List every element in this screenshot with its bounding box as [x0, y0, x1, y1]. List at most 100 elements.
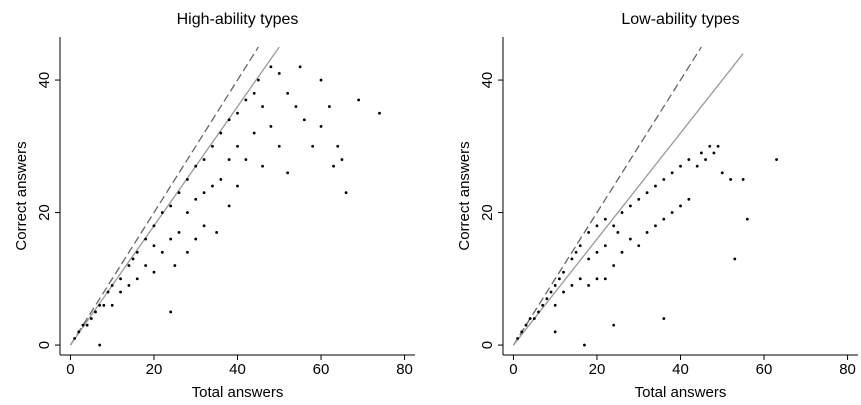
point: [252, 91, 256, 95]
point: [219, 131, 223, 135]
point: [357, 98, 361, 102]
point: [628, 204, 632, 208]
point: [85, 323, 89, 327]
point: [603, 217, 607, 221]
point: [662, 317, 666, 320]
point: [185, 178, 189, 181]
x-tick-label: 20: [589, 361, 606, 378]
point: [327, 105, 331, 108]
point: [620, 250, 624, 254]
point: [73, 337, 77, 340]
point: [152, 270, 156, 274]
y-tick-label: 20: [479, 204, 496, 221]
point: [541, 303, 545, 307]
point: [775, 158, 778, 161]
point: [173, 264, 177, 267]
point: [169, 204, 173, 208]
point: [595, 250, 599, 254]
point: [185, 250, 189, 254]
point: [152, 244, 156, 248]
point: [94, 310, 97, 314]
point: [524, 323, 528, 327]
point: [135, 277, 139, 281]
point: [106, 290, 110, 294]
y-axis-label: Correct answers: [13, 141, 30, 250]
point: [81, 323, 85, 327]
point: [169, 310, 173, 314]
point: [202, 158, 206, 161]
point: [332, 164, 335, 168]
point: [733, 257, 737, 261]
point: [202, 224, 206, 228]
point: [662, 217, 666, 221]
point: [620, 211, 624, 214]
x-tick-label: 40: [229, 361, 246, 378]
point: [745, 217, 749, 221]
point: [687, 158, 691, 161]
point: [654, 184, 657, 188]
y-axis-label: Correct answers: [456, 141, 473, 250]
point: [741, 178, 745, 181]
point: [144, 264, 148, 267]
point: [131, 257, 135, 261]
point: [160, 211, 164, 214]
x-tick-label: 0: [509, 361, 517, 378]
point: [89, 317, 93, 320]
point: [570, 284, 574, 287]
point: [302, 118, 306, 122]
point: [236, 144, 239, 148]
point: [587, 257, 591, 261]
point: [277, 72, 281, 75]
point: [211, 144, 214, 148]
point: [98, 343, 102, 347]
point: [252, 131, 256, 135]
point: [574, 250, 578, 254]
point: [520, 330, 524, 334]
x-axis-label: Total answers: [635, 384, 727, 401]
point: [336, 144, 340, 148]
point: [227, 158, 231, 161]
point: [603, 244, 607, 248]
point: [595, 224, 599, 228]
point: [185, 211, 189, 214]
point: [679, 164, 682, 168]
point: [645, 191, 649, 195]
point: [545, 297, 549, 301]
point: [215, 231, 219, 234]
point: [637, 244, 641, 248]
point: [516, 337, 520, 340]
point: [557, 277, 561, 281]
point: [311, 144, 315, 148]
point: [194, 164, 198, 168]
point: [603, 277, 607, 281]
point: [699, 151, 703, 155]
point: [570, 257, 574, 261]
point: [152, 224, 156, 228]
point: [637, 197, 641, 201]
point: [378, 111, 381, 115]
reference-line: [69, 46, 280, 346]
x-axis-label: Total answers: [192, 384, 284, 401]
point: [144, 237, 148, 241]
point: [612, 224, 616, 228]
point: [319, 78, 323, 82]
point: [729, 178, 733, 181]
x-tick-label: 40: [672, 361, 689, 378]
point: [261, 164, 264, 168]
point: [194, 197, 198, 201]
point: [269, 125, 273, 128]
point: [177, 231, 181, 234]
point: [712, 151, 716, 155]
x-tick-label: 80: [396, 361, 413, 378]
point: [578, 244, 582, 248]
point: [670, 171, 674, 175]
point: [256, 78, 260, 82]
point: [177, 191, 181, 195]
point: [227, 118, 231, 122]
point: [587, 284, 591, 287]
point: [119, 290, 122, 294]
reference-line: [512, 53, 744, 346]
point: [244, 158, 248, 161]
y-tick-label: 0: [479, 341, 496, 349]
point: [277, 144, 281, 148]
